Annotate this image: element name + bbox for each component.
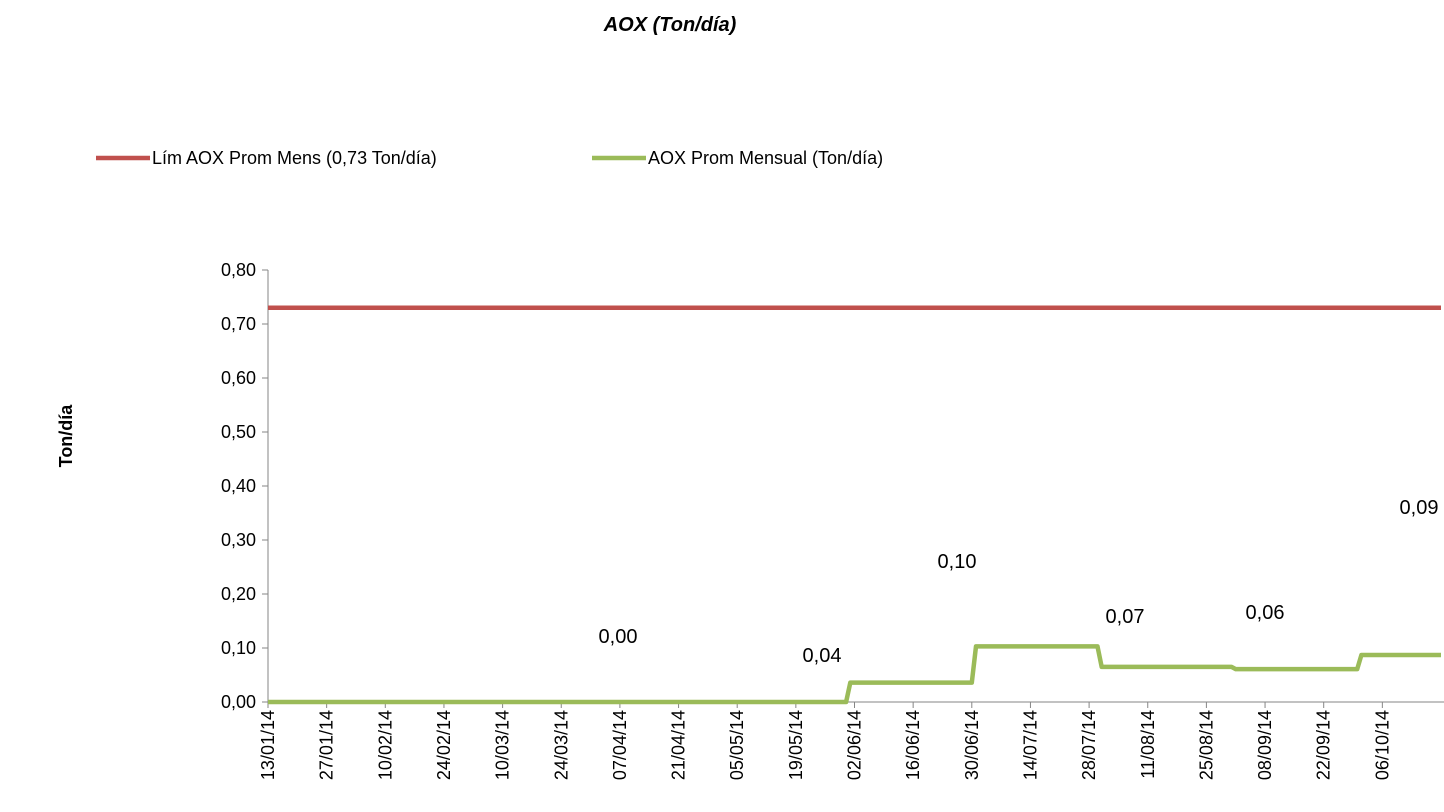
data-label: 0,06 (1246, 602, 1285, 624)
y-tick-marks (262, 269, 268, 703)
x-tick-marks (267, 702, 1383, 708)
y-tick-label: 0,40 (221, 476, 256, 496)
series-layer (268, 305, 1441, 705)
legend-label-aox: AOX Prom Mensual (Ton/día) (648, 148, 883, 168)
x-tick-label: 10/02/14 (375, 710, 395, 780)
x-tick-label: 11/08/14 (1138, 710, 1158, 779)
y-axis: 0,00 0,10 0,20 0,30 0,40 0,50 0,60 0,70 0,80 (221, 260, 269, 712)
y-tick-label: 0,50 (221, 422, 256, 442)
x-tick-label: 08/09/14 (1255, 710, 1275, 780)
y-tick-label: 0,30 (221, 530, 256, 550)
data-labels: 0,00 0,04 0,10 0,07 0,06 0,09 (599, 497, 1439, 667)
data-label: 0,00 (599, 626, 638, 648)
x-tick-label: 28/07/14 (1079, 710, 1099, 780)
x-tick-label: 19/05/14 (786, 710, 806, 780)
x-tick-label: 14/07/14 (1020, 710, 1040, 780)
x-tick-label: 24/03/14 (551, 710, 571, 780)
legend-item-aox: AOX Prom Mensual (Ton/día) (592, 148, 883, 168)
x-tick-label: 30/06/14 (962, 710, 982, 780)
y-tick-label: 0,70 (221, 314, 256, 334)
y-axis-title: Ton/día (56, 404, 76, 468)
data-label: 0,10 (938, 551, 977, 573)
y-tick-label: 0,00 (221, 692, 256, 712)
y-tick-label: 0,20 (221, 584, 256, 604)
y-tick-label: 0,60 (221, 368, 256, 388)
y-tick-labels: 0,00 0,10 0,20 0,30 0,40 0,50 0,60 0,70 0,80 (221, 260, 256, 712)
y-tick-label: 0,80 (221, 260, 256, 280)
x-tick-label: 21/04/14 (669, 710, 689, 780)
x-tick-label: 27/01/14 (317, 710, 337, 780)
legend-item-limit: Lím AOX Prom Mens (0,73 Ton/día) (96, 148, 437, 168)
data-label: 0,09 (1400, 497, 1439, 519)
chart-title: AOX (Ton/día) (603, 14, 737, 36)
x-tick-label: 07/04/14 (610, 710, 630, 780)
legend-label-limit: Lím AOX Prom Mens (0,73 Ton/día) (152, 148, 437, 168)
x-tick-label: 24/02/14 (434, 710, 454, 780)
x-tick-label: 22/09/14 (1314, 710, 1334, 780)
x-tick-label: 10/03/14 (493, 710, 513, 780)
x-tick-label: 25/08/14 (1196, 710, 1216, 780)
data-label: 0,07 (1106, 606, 1145, 628)
x-tick-labels: 13/01/14 27/01/14 10/02/14 24/02/14 10/03/14… (258, 710, 1392, 780)
data-label: 0,04 (803, 645, 842, 667)
x-axis: 13/01/14 27/01/14 10/02/14 24/02/14 10/03/14… (258, 701, 1444, 780)
legend: Lím AOX Prom Mens (0,73 Ton/día) AOX Pro… (96, 148, 883, 168)
x-tick-label: 05/05/14 (727, 710, 747, 780)
y-tick-label: 0,10 (221, 638, 256, 658)
series-line-aox (268, 644, 1441, 705)
x-tick-label: 02/06/14 (845, 710, 865, 780)
x-tick-label: 06/10/14 (1372, 710, 1392, 780)
x-tick-label: 13/01/14 (258, 710, 278, 780)
x-tick-label: 16/06/14 (903, 710, 923, 780)
